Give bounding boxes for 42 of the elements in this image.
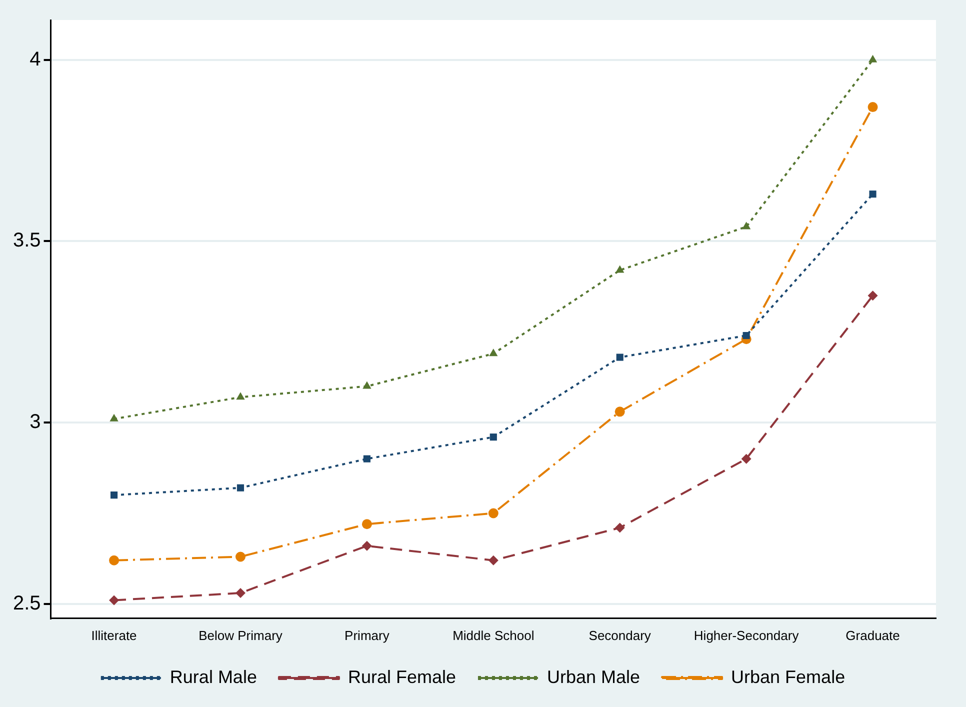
y-tick-label: 4 [30,48,41,70]
y-tick-label: 3.5 [12,230,41,252]
point [868,54,878,62]
point [109,555,120,566]
point [235,552,246,562]
point [363,455,370,462]
point [614,522,625,533]
point [489,348,498,356]
point [616,265,624,273]
x-tick-label: Primary [344,628,390,643]
point [868,102,878,112]
point [110,492,118,499]
y-tick-label: 3 [30,411,41,434]
point [488,508,498,518]
x-tick-label: Graduate [846,628,900,643]
point [742,222,751,230]
legend-label: Urban Male [546,666,640,687]
point [490,434,497,441]
point [236,392,245,400]
legend-label: Rural Female [348,666,456,687]
point [741,454,752,464]
x-tick-label: Middle School [452,628,534,643]
x-tick-label: Secondary [588,628,652,643]
point [869,190,876,198]
point [362,540,372,551]
point [868,290,878,301]
point [236,484,244,492]
point [235,588,246,598]
point [362,519,372,530]
x-tick-label: Below Primary [198,628,283,643]
y-tick-label: 2.5 [12,592,41,614]
point [362,381,372,389]
point [110,414,118,422]
point [742,332,750,340]
point [488,555,498,566]
point [614,406,625,417]
legend-label: Urban Female [731,666,846,687]
x-tick-label: Higher-Secondary [694,628,800,643]
legend-label: Rural Male [170,666,257,687]
x-tick-label: Illiterate [91,628,137,643]
point [616,354,624,361]
point [109,595,120,606]
